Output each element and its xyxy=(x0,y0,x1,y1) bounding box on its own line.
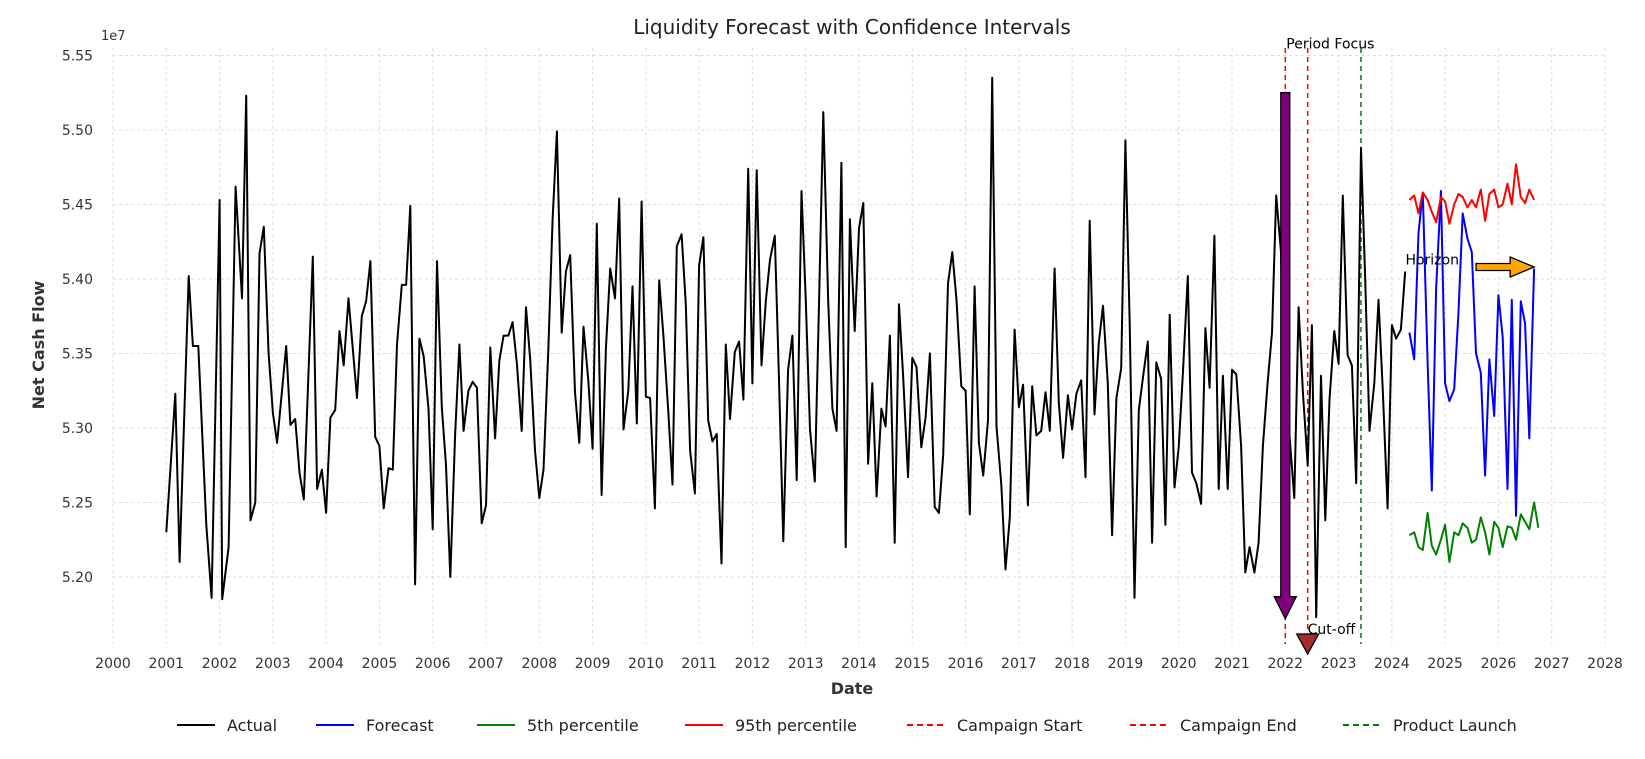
x-tick-label: 2016 xyxy=(948,656,984,672)
y-tick-label: 5.20 xyxy=(62,570,93,586)
x-tick-label: 2014 xyxy=(841,656,877,672)
period-focus-arrow xyxy=(1273,92,1298,621)
x-axis-label: Date xyxy=(831,679,874,698)
annotation-horizon: Horizon xyxy=(1405,253,1459,269)
horizon-arrow xyxy=(1475,256,1536,279)
y-axis-ticks: 5.20 5.25 5.30 5.35 5.40 5.45 5.50 5.55 xyxy=(62,48,93,586)
x-tick-label: 2002 xyxy=(202,656,238,672)
x-tick-label: 2008 xyxy=(521,656,557,672)
x-tick-label: 2024 xyxy=(1374,656,1410,672)
x-tick-label: 2013 xyxy=(788,656,824,672)
legend-label: 5th percentile xyxy=(527,716,639,735)
x-tick-label: 2027 xyxy=(1534,656,1570,672)
x-tick-label: 2009 xyxy=(575,656,611,672)
legend-label: Actual xyxy=(227,716,277,735)
x-tick-label: 2020 xyxy=(1161,656,1197,672)
y-tick-label: 5.55 xyxy=(62,48,93,64)
series-lines xyxy=(165,76,1540,619)
legend-label: Campaign Start xyxy=(957,716,1082,735)
x-tick-label: 2006 xyxy=(415,656,451,672)
x-tick-label: 2018 xyxy=(1054,656,1090,672)
x-tick-label: 2025 xyxy=(1427,656,1463,672)
x-tick-label: 2011 xyxy=(681,656,717,672)
x-tick-label: 2010 xyxy=(628,656,664,672)
annotation-labels: Period Focus Cut-off Horizon xyxy=(1286,36,1459,638)
x-tick-label: 2028 xyxy=(1587,656,1623,672)
annotation-cut-off: Cut-off xyxy=(1308,622,1356,638)
x-tick-label: 2005 xyxy=(362,656,398,672)
x-tick-label: 2017 xyxy=(1001,656,1037,672)
x-tick-label: 2003 xyxy=(255,656,291,672)
series-line-actual xyxy=(165,76,1407,619)
x-tick-label: 2001 xyxy=(148,656,184,672)
y-tick-label: 5.50 xyxy=(62,123,93,139)
x-tick-label: 2026 xyxy=(1481,656,1517,672)
annotation-arrows xyxy=(1273,92,1536,656)
legend-label: 95th percentile xyxy=(735,716,857,735)
y-tick-label: 5.25 xyxy=(62,495,93,511)
legend-label: Forecast xyxy=(366,716,434,735)
x-tick-label: 2004 xyxy=(308,656,344,672)
series-line-5th-percentile xyxy=(1408,501,1540,563)
legend: Actual Forecast 5th percentile 95th percent… xyxy=(177,716,1517,735)
series-line-95th-percentile xyxy=(1408,163,1536,225)
y-offset-label: 1e7 xyxy=(101,29,126,44)
grid-lines xyxy=(112,48,1606,644)
x-tick-label: 2007 xyxy=(468,656,504,672)
x-tick-label: 2022 xyxy=(1267,656,1303,672)
x-tick-label: 2019 xyxy=(1108,656,1144,672)
x-tick-label: 2015 xyxy=(894,656,930,672)
legend-label: Campaign End xyxy=(1180,716,1297,735)
y-tick-label: 5.35 xyxy=(62,346,93,362)
x-tick-label: 2012 xyxy=(735,656,771,672)
cut-off-arrow xyxy=(1295,633,1320,656)
annotation-period-focus: Period Focus xyxy=(1286,36,1374,52)
x-tick-label: 2000 xyxy=(95,656,131,672)
y-tick-label: 5.40 xyxy=(62,272,93,288)
series-line-forecast xyxy=(1408,190,1536,517)
chart-title: Liquidity Forecast with Confidence Inter… xyxy=(633,15,1071,39)
y-axis-label: Net Cash Flow xyxy=(29,280,48,409)
x-axis-ticks: 2000 2001 2002 2003 2004 2005 2006 2007 2008 2009… xyxy=(95,656,1623,672)
y-tick-label: 5.45 xyxy=(62,197,93,213)
x-tick-label: 2021 xyxy=(1214,656,1250,672)
y-tick-label: 5.30 xyxy=(62,421,93,437)
legend-label: Product Launch xyxy=(1393,716,1517,735)
x-tick-label: 2023 xyxy=(1321,656,1357,672)
